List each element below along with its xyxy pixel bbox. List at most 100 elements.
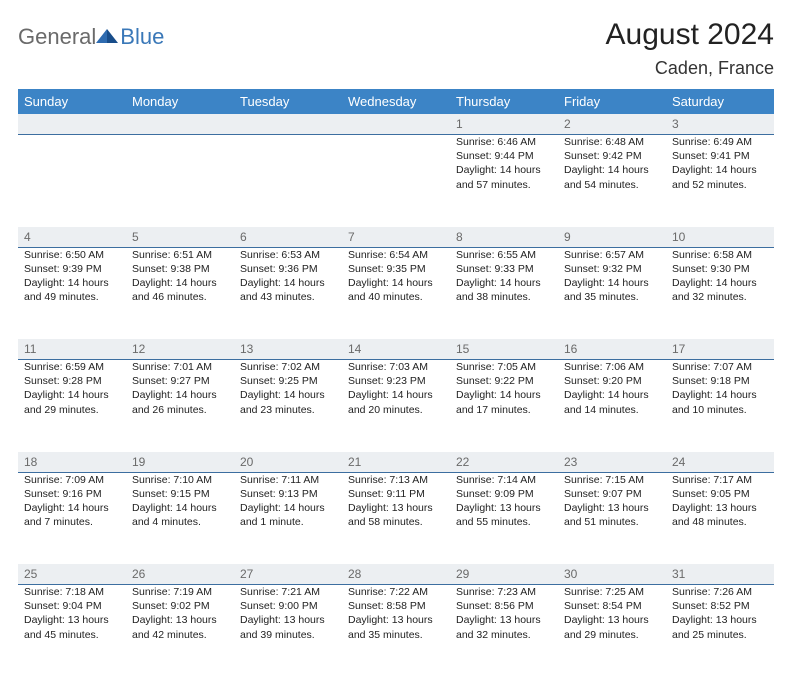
day-number: 28 (342, 564, 450, 585)
sunrise-line: Sunrise: 7:23 AM (456, 585, 552, 599)
sunrise-line: Sunrise: 7:22 AM (348, 585, 444, 599)
daylight-line: Daylight: 14 hours and 46 minutes. (132, 276, 228, 304)
day-cell: Sunrise: 7:01 AMSunset: 9:27 PMDaylight:… (126, 360, 234, 452)
day-number: 26 (126, 564, 234, 585)
day-detail: Sunrise: 6:50 AMSunset: 9:39 PMDaylight:… (24, 248, 120, 305)
daylight-line: Daylight: 13 hours and 51 minutes. (564, 501, 660, 529)
sunset-line: Sunset: 9:28 PM (24, 374, 120, 388)
day-cell: Sunrise: 6:46 AMSunset: 9:44 PMDaylight:… (450, 135, 558, 227)
day-cell: Sunrise: 6:55 AMSunset: 9:33 PMDaylight:… (450, 247, 558, 339)
daylight-line: Daylight: 14 hours and 10 minutes. (672, 388, 768, 416)
day-detail: Sunrise: 7:11 AMSunset: 9:13 PMDaylight:… (240, 473, 336, 530)
day-detail: Sunrise: 6:51 AMSunset: 9:38 PMDaylight:… (132, 248, 228, 305)
day-number: 24 (666, 452, 774, 473)
day-detail: Sunrise: 7:23 AMSunset: 8:56 PMDaylight:… (456, 585, 552, 642)
day-cell: Sunrise: 7:10 AMSunset: 9:15 PMDaylight:… (126, 472, 234, 564)
day-detail: Sunrise: 7:25 AMSunset: 8:54 PMDaylight:… (564, 585, 660, 642)
weekday-header: Wednesday (342, 89, 450, 114)
day-number: 25 (18, 564, 126, 585)
sunset-line: Sunset: 9:05 PM (672, 487, 768, 501)
day-cell (234, 135, 342, 227)
sunrise-line: Sunrise: 6:51 AM (132, 248, 228, 262)
sunset-line: Sunset: 9:44 PM (456, 149, 552, 163)
day-cell: Sunrise: 7:11 AMSunset: 9:13 PMDaylight:… (234, 472, 342, 564)
day-number: 2 (558, 114, 666, 135)
day-detail: Sunrise: 6:58 AMSunset: 9:30 PMDaylight:… (672, 248, 768, 305)
daylight-line: Daylight: 14 hours and 54 minutes. (564, 163, 660, 191)
day-cell: Sunrise: 6:51 AMSunset: 9:38 PMDaylight:… (126, 247, 234, 339)
day-cell: Sunrise: 6:54 AMSunset: 9:35 PMDaylight:… (342, 247, 450, 339)
weekday-header: Tuesday (234, 89, 342, 114)
logo-mark-icon (96, 26, 118, 44)
sunset-line: Sunset: 9:30 PM (672, 262, 768, 276)
day-cell: Sunrise: 6:50 AMSunset: 9:39 PMDaylight:… (18, 247, 126, 339)
daylight-line: Daylight: 14 hours and 17 minutes. (456, 388, 552, 416)
day-number: 9 (558, 227, 666, 248)
sunset-line: Sunset: 9:27 PM (132, 374, 228, 388)
sunset-line: Sunset: 9:13 PM (240, 487, 336, 501)
sunset-line: Sunset: 9:35 PM (348, 262, 444, 276)
day-number: 5 (126, 227, 234, 248)
sunrise-line: Sunrise: 6:53 AM (240, 248, 336, 262)
weekday-header: Friday (558, 89, 666, 114)
sunset-line: Sunset: 9:39 PM (24, 262, 120, 276)
sunset-line: Sunset: 9:00 PM (240, 599, 336, 613)
day-number: 19 (126, 452, 234, 473)
day-detail: Sunrise: 7:03 AMSunset: 9:23 PMDaylight:… (348, 360, 444, 417)
sunrise-line: Sunrise: 6:50 AM (24, 248, 120, 262)
day-cell: Sunrise: 6:58 AMSunset: 9:30 PMDaylight:… (666, 247, 774, 339)
detail-row: Sunrise: 7:18 AMSunset: 9:04 PMDaylight:… (18, 585, 774, 677)
day-cell: Sunrise: 7:21 AMSunset: 9:00 PMDaylight:… (234, 585, 342, 677)
sunrise-line: Sunrise: 7:14 AM (456, 473, 552, 487)
day-detail: Sunrise: 7:26 AMSunset: 8:52 PMDaylight:… (672, 585, 768, 642)
daylight-line: Daylight: 13 hours and 42 minutes. (132, 613, 228, 641)
day-cell: Sunrise: 7:07 AMSunset: 9:18 PMDaylight:… (666, 360, 774, 452)
day-number: 22 (450, 452, 558, 473)
daylight-line: Daylight: 14 hours and 49 minutes. (24, 276, 120, 304)
day-detail: Sunrise: 6:46 AMSunset: 9:44 PMDaylight:… (456, 135, 552, 192)
day-number: 1 (450, 114, 558, 135)
day-cell: Sunrise: 7:26 AMSunset: 8:52 PMDaylight:… (666, 585, 774, 677)
day-cell: Sunrise: 6:49 AMSunset: 9:41 PMDaylight:… (666, 135, 774, 227)
daylight-line: Daylight: 13 hours and 45 minutes. (24, 613, 120, 641)
sunset-line: Sunset: 9:33 PM (456, 262, 552, 276)
weekday-header: Thursday (450, 89, 558, 114)
sunrise-line: Sunrise: 6:55 AM (456, 248, 552, 262)
weekday-header: Saturday (666, 89, 774, 114)
day-detail: Sunrise: 6:57 AMSunset: 9:32 PMDaylight:… (564, 248, 660, 305)
day-detail: Sunrise: 6:59 AMSunset: 9:28 PMDaylight:… (24, 360, 120, 417)
sunrise-line: Sunrise: 6:48 AM (564, 135, 660, 149)
day-number: 18 (18, 452, 126, 473)
sunrise-line: Sunrise: 6:46 AM (456, 135, 552, 149)
day-detail: Sunrise: 7:01 AMSunset: 9:27 PMDaylight:… (132, 360, 228, 417)
day-cell (126, 135, 234, 227)
day-detail: Sunrise: 6:55 AMSunset: 9:33 PMDaylight:… (456, 248, 552, 305)
sunset-line: Sunset: 9:41 PM (672, 149, 768, 163)
detail-row: Sunrise: 6:59 AMSunset: 9:28 PMDaylight:… (18, 360, 774, 452)
daylight-line: Daylight: 13 hours and 58 minutes. (348, 501, 444, 529)
sunset-line: Sunset: 8:52 PM (672, 599, 768, 613)
day-number: 11 (18, 339, 126, 360)
sunset-line: Sunset: 8:54 PM (564, 599, 660, 613)
day-cell: Sunrise: 7:13 AMSunset: 9:11 PMDaylight:… (342, 472, 450, 564)
day-number: 20 (234, 452, 342, 473)
sunrise-line: Sunrise: 7:18 AM (24, 585, 120, 599)
daylight-line: Daylight: 14 hours and 20 minutes. (348, 388, 444, 416)
weekday-header-row: SundayMondayTuesdayWednesdayThursdayFrid… (18, 89, 774, 114)
sunset-line: Sunset: 9:02 PM (132, 599, 228, 613)
sunrise-line: Sunrise: 7:19 AM (132, 585, 228, 599)
day-cell: Sunrise: 7:25 AMSunset: 8:54 PMDaylight:… (558, 585, 666, 677)
sunset-line: Sunset: 9:16 PM (24, 487, 120, 501)
day-cell: Sunrise: 7:06 AMSunset: 9:20 PMDaylight:… (558, 360, 666, 452)
sunset-line: Sunset: 9:09 PM (456, 487, 552, 501)
sunrise-line: Sunrise: 7:02 AM (240, 360, 336, 374)
sunrise-line: Sunrise: 7:06 AM (564, 360, 660, 374)
daylight-line: Daylight: 13 hours and 39 minutes. (240, 613, 336, 641)
sunrise-line: Sunrise: 6:54 AM (348, 248, 444, 262)
daynum-row: 11121314151617 (18, 339, 774, 360)
day-cell: Sunrise: 7:03 AMSunset: 9:23 PMDaylight:… (342, 360, 450, 452)
day-number: 30 (558, 564, 666, 585)
day-number: 21 (342, 452, 450, 473)
daynum-row: 18192021222324 (18, 452, 774, 473)
daynum-row: 45678910 (18, 227, 774, 248)
